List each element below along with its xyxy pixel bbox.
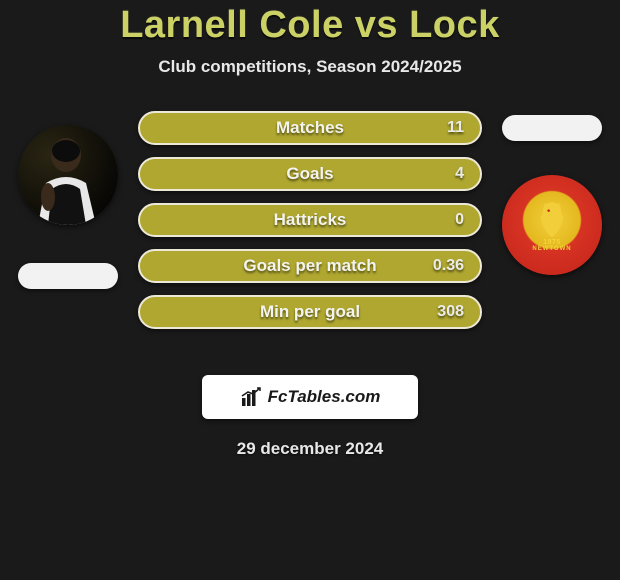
stat-value-right: 11 <box>447 119 464 137</box>
chart-icon <box>240 386 264 408</box>
stat-label: Goals <box>286 164 333 184</box>
stat-bars: Matches 11 Goals 4 Hattricks 0 Goals per… <box>138 111 482 329</box>
crest-content: 1875 NEWTOWN <box>512 185 592 265</box>
player-right-column: 1875 NEWTOWN <box>492 103 612 275</box>
stat-value-right: 4 <box>455 165 464 183</box>
stat-value-right: 308 <box>437 303 464 321</box>
comparison-content: 1875 NEWTOWN Matches 11 Goals 4 Hattrick… <box>0 103 620 363</box>
stat-bar-goals: Goals 4 <box>138 157 482 191</box>
subtitle: Club competitions, Season 2024/2025 <box>0 57 620 77</box>
stat-label: Goals per match <box>243 256 376 276</box>
player-left-column <box>8 103 128 289</box>
player-left-name-pill <box>18 263 118 289</box>
stat-bar-goals-per-match: Goals per match 0.36 <box>138 249 482 283</box>
player-right-club-crest: 1875 NEWTOWN <box>502 175 602 275</box>
player-right-name-pill <box>502 115 602 141</box>
date-line: 29 december 2024 <box>0 439 620 459</box>
brand-text: FcTables.com <box>268 387 381 407</box>
stat-bar-matches: Matches 11 <box>138 111 482 145</box>
stat-label: Min per goal <box>260 302 360 322</box>
stat-label: Matches <box>276 118 344 138</box>
stat-value-right: 0.36 <box>433 257 464 275</box>
player-photo <box>18 125 118 225</box>
stat-label: Hattricks <box>274 210 347 230</box>
stat-bar-hattricks: Hattricks 0 <box>138 203 482 237</box>
page-title: Larnell Cole vs Lock <box>0 0 620 47</box>
crest-animal-icon <box>535 199 569 239</box>
player-silhouette-icon <box>18 125 118 225</box>
player-left-avatar <box>18 125 118 225</box>
crest-year: 1875 <box>543 239 561 246</box>
brand-badge[interactable]: FcTables.com <box>202 375 418 419</box>
stat-bar-min-per-goal: Min per goal 308 <box>138 295 482 329</box>
crest-name: NEWTOWN <box>532 246 571 252</box>
stat-value-right: 0 <box>455 211 464 229</box>
